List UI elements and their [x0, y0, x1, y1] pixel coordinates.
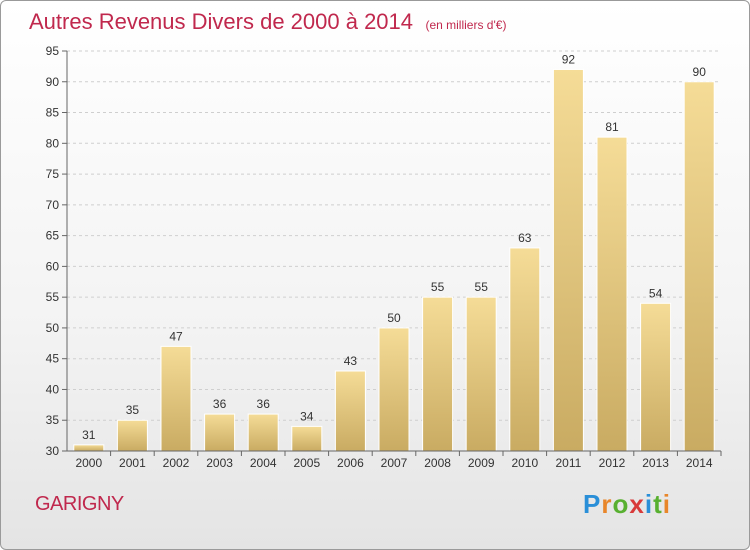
x-tick-label: 2004 — [250, 456, 277, 470]
value-label: 35 — [126, 403, 140, 417]
value-label: 81 — [605, 120, 619, 134]
value-label: 36 — [213, 397, 227, 411]
x-tick-label: 2012 — [599, 456, 626, 470]
bar-2003 — [204, 413, 236, 452]
proxiti-logo: Proxiti — [583, 489, 671, 520]
y-tick-label: 30 — [46, 444, 60, 458]
y-tick-label: 90 — [46, 75, 60, 89]
value-label: 55 — [475, 280, 489, 294]
x-tick-label: 2006 — [337, 456, 364, 470]
value-label: 50 — [387, 311, 401, 325]
labels: 30 35 40 45 50 55 60 65 70 75 80 85 90 95 31 2000 35 2001… — [46, 44, 713, 470]
y-tick-label: 75 — [46, 167, 60, 181]
y-tick-label: 95 — [46, 44, 60, 58]
x-tick-label: 2000 — [75, 456, 102, 470]
y-tick-label: 45 — [46, 352, 60, 366]
bar-2001 — [116, 419, 148, 452]
y-tick-label: 35 — [46, 413, 60, 427]
bar-2002 — [160, 345, 192, 452]
y-tick-label: 65 — [46, 229, 60, 243]
y-tick-label: 40 — [46, 382, 60, 396]
value-label: 63 — [518, 231, 532, 245]
y-tick-label: 60 — [46, 259, 60, 273]
x-tick-label: 2003 — [206, 456, 233, 470]
bar-2000 — [73, 444, 105, 452]
axes — [62, 50, 722, 456]
bar-2004 — [247, 413, 279, 452]
bar-2005 — [291, 425, 323, 452]
bars — [73, 68, 715, 452]
logo-letter: t — [653, 489, 663, 519]
chart-subtitle: (en milliers d'€) — [425, 18, 507, 32]
value-label: 55 — [431, 280, 445, 294]
location-name: GARIGNY — [35, 493, 124, 515]
value-label: 90 — [693, 65, 707, 79]
bar-2008 — [422, 296, 454, 452]
x-tick-label: 2007 — [381, 456, 408, 470]
y-tick-label: 80 — [46, 136, 60, 150]
bar-2009 — [465, 296, 497, 452]
x-tick-label: 2001 — [119, 456, 146, 470]
logo-letter: P — [583, 489, 602, 519]
value-label: 34 — [300, 409, 314, 423]
x-tick-label: 2010 — [511, 456, 538, 470]
logo-letter: o — [612, 489, 630, 519]
logo-letter: r — [601, 489, 613, 519]
bar-2012 — [596, 136, 628, 452]
bar-2007 — [378, 327, 410, 452]
chart-title: Autres Revenus Divers de 2000 à 2014 — [29, 9, 414, 34]
value-label: 36 — [257, 397, 271, 411]
x-tick-label: 2005 — [293, 456, 320, 470]
value-label: 92 — [562, 52, 576, 66]
value-label: 31 — [82, 428, 96, 442]
chart-title-block: Autres Revenus Divers de 2000 à 2014 (en… — [29, 9, 506, 35]
bar-2006 — [334, 370, 366, 452]
x-tick-label: 2011 — [555, 456, 581, 470]
bar-2014 — [683, 81, 715, 452]
value-label: 47 — [169, 329, 183, 343]
y-tick-label: 50 — [46, 321, 60, 335]
logo-letter: i — [662, 489, 671, 519]
logo-letter: i — [644, 489, 654, 519]
bar-2011 — [552, 68, 584, 452]
value-label: 54 — [649, 286, 663, 300]
y-tick-label: 55 — [46, 290, 60, 304]
x-tick-label: 2013 — [642, 456, 669, 470]
y-tick-label: 85 — [46, 106, 60, 120]
value-label: 43 — [344, 354, 358, 368]
logo-letter: x — [629, 489, 645, 519]
x-tick-label: 2014 — [686, 456, 713, 470]
bar-2010 — [509, 247, 541, 452]
x-tick-label: 2002 — [163, 456, 190, 470]
y-tick-label: 70 — [46, 198, 60, 212]
x-tick-label: 2009 — [468, 456, 495, 470]
x-tick-label: 2008 — [424, 456, 451, 470]
bar-2013 — [640, 302, 672, 452]
